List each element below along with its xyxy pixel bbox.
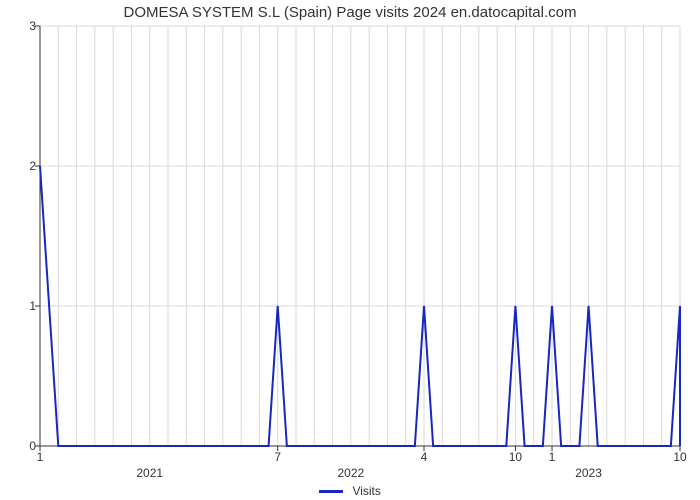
chart-area xyxy=(40,26,680,446)
legend-label: Visits xyxy=(352,484,380,498)
legend-swatch xyxy=(319,490,343,493)
x-tick-label: 10 xyxy=(509,450,522,464)
x-tick-label: 7 xyxy=(274,450,281,464)
y-tick-label: 2 xyxy=(22,159,36,173)
legend: Visits xyxy=(0,483,700,498)
x-tick-year-label: 2022 xyxy=(337,466,364,480)
chart-svg xyxy=(40,26,680,446)
y-tick-label: 0 xyxy=(22,439,36,453)
chart-container: DOMESA SYSTEM S.L (Spain) Page visits 20… xyxy=(0,0,700,500)
chart-title: DOMESA SYSTEM S.L (Spain) Page visits 20… xyxy=(0,4,700,21)
x-tick-label: 1 xyxy=(37,450,44,464)
x-tick-label: 10 xyxy=(673,450,686,464)
x-tick-label: 4 xyxy=(421,450,428,464)
x-tick-year-label: 2021 xyxy=(136,466,163,480)
x-tick-year-label: 2023 xyxy=(575,466,602,480)
y-tick-label: 1 xyxy=(22,299,36,313)
x-tick-label: 1 xyxy=(549,450,556,464)
y-tick-label: 3 xyxy=(22,19,36,33)
